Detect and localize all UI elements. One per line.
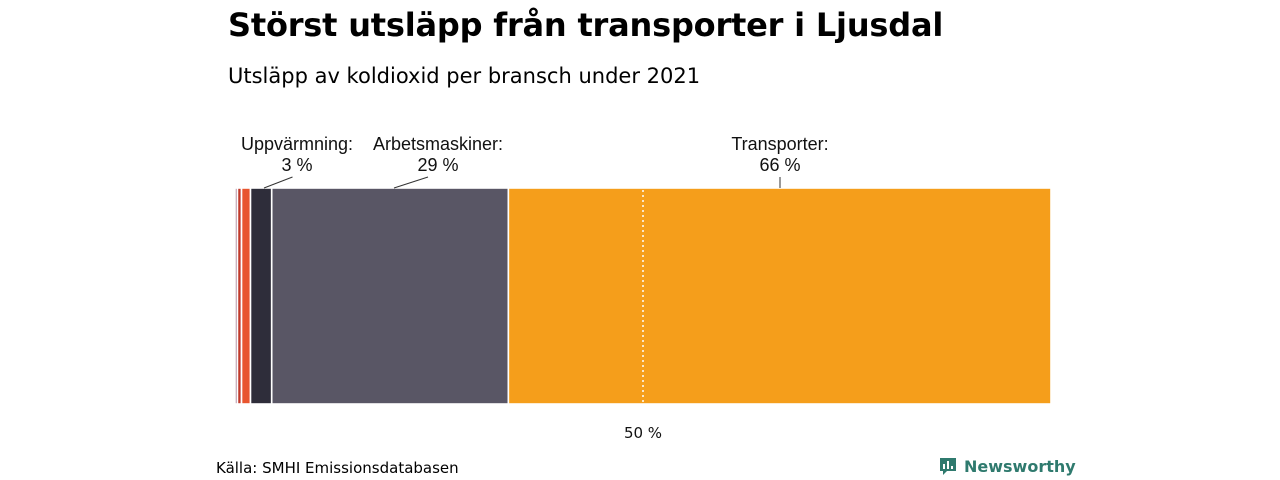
label-leader-2	[393, 176, 429, 189]
chart-title: Störst utsläpp från transporter i Ljusda…	[228, 6, 944, 44]
bar-segments	[234, 187, 1052, 405]
bar-segment-4	[249, 187, 273, 405]
reference-line-group: 50 %	[624, 190, 662, 442]
bar-segment-6	[507, 187, 1052, 405]
label-leader-1	[263, 176, 293, 189]
segment-label-value-3: 66 %	[759, 155, 800, 175]
segment-label-name-1: Uppvärmning:	[241, 134, 353, 154]
bar-segment-5	[270, 187, 510, 405]
brand-logo: Newsworthy	[938, 456, 1076, 476]
reference-line-label: 50 %	[624, 424, 662, 442]
segment-label-value-2: 29 %	[417, 155, 458, 175]
segment-label-name-2: Arbetsmaskiner:	[373, 134, 503, 154]
segment-labels: Uppvärmning:3 % Arbetsmaskiner:29 % Transp…	[241, 134, 829, 175]
chart-subtitle: Utsläpp av koldioxid per bransch under 2…	[228, 64, 701, 88]
label-leaders	[263, 176, 781, 189]
bar-segment-3	[240, 187, 252, 405]
segment-label-name-3: Transporter:	[731, 134, 828, 154]
source-note: Källa: SMHI Emissionsdatabasen	[216, 459, 459, 477]
brand-name: Newsworthy	[964, 456, 1076, 476]
newsworthy-logo-icon	[940, 458, 956, 475]
segment-label-value-1: 3 %	[281, 155, 312, 175]
